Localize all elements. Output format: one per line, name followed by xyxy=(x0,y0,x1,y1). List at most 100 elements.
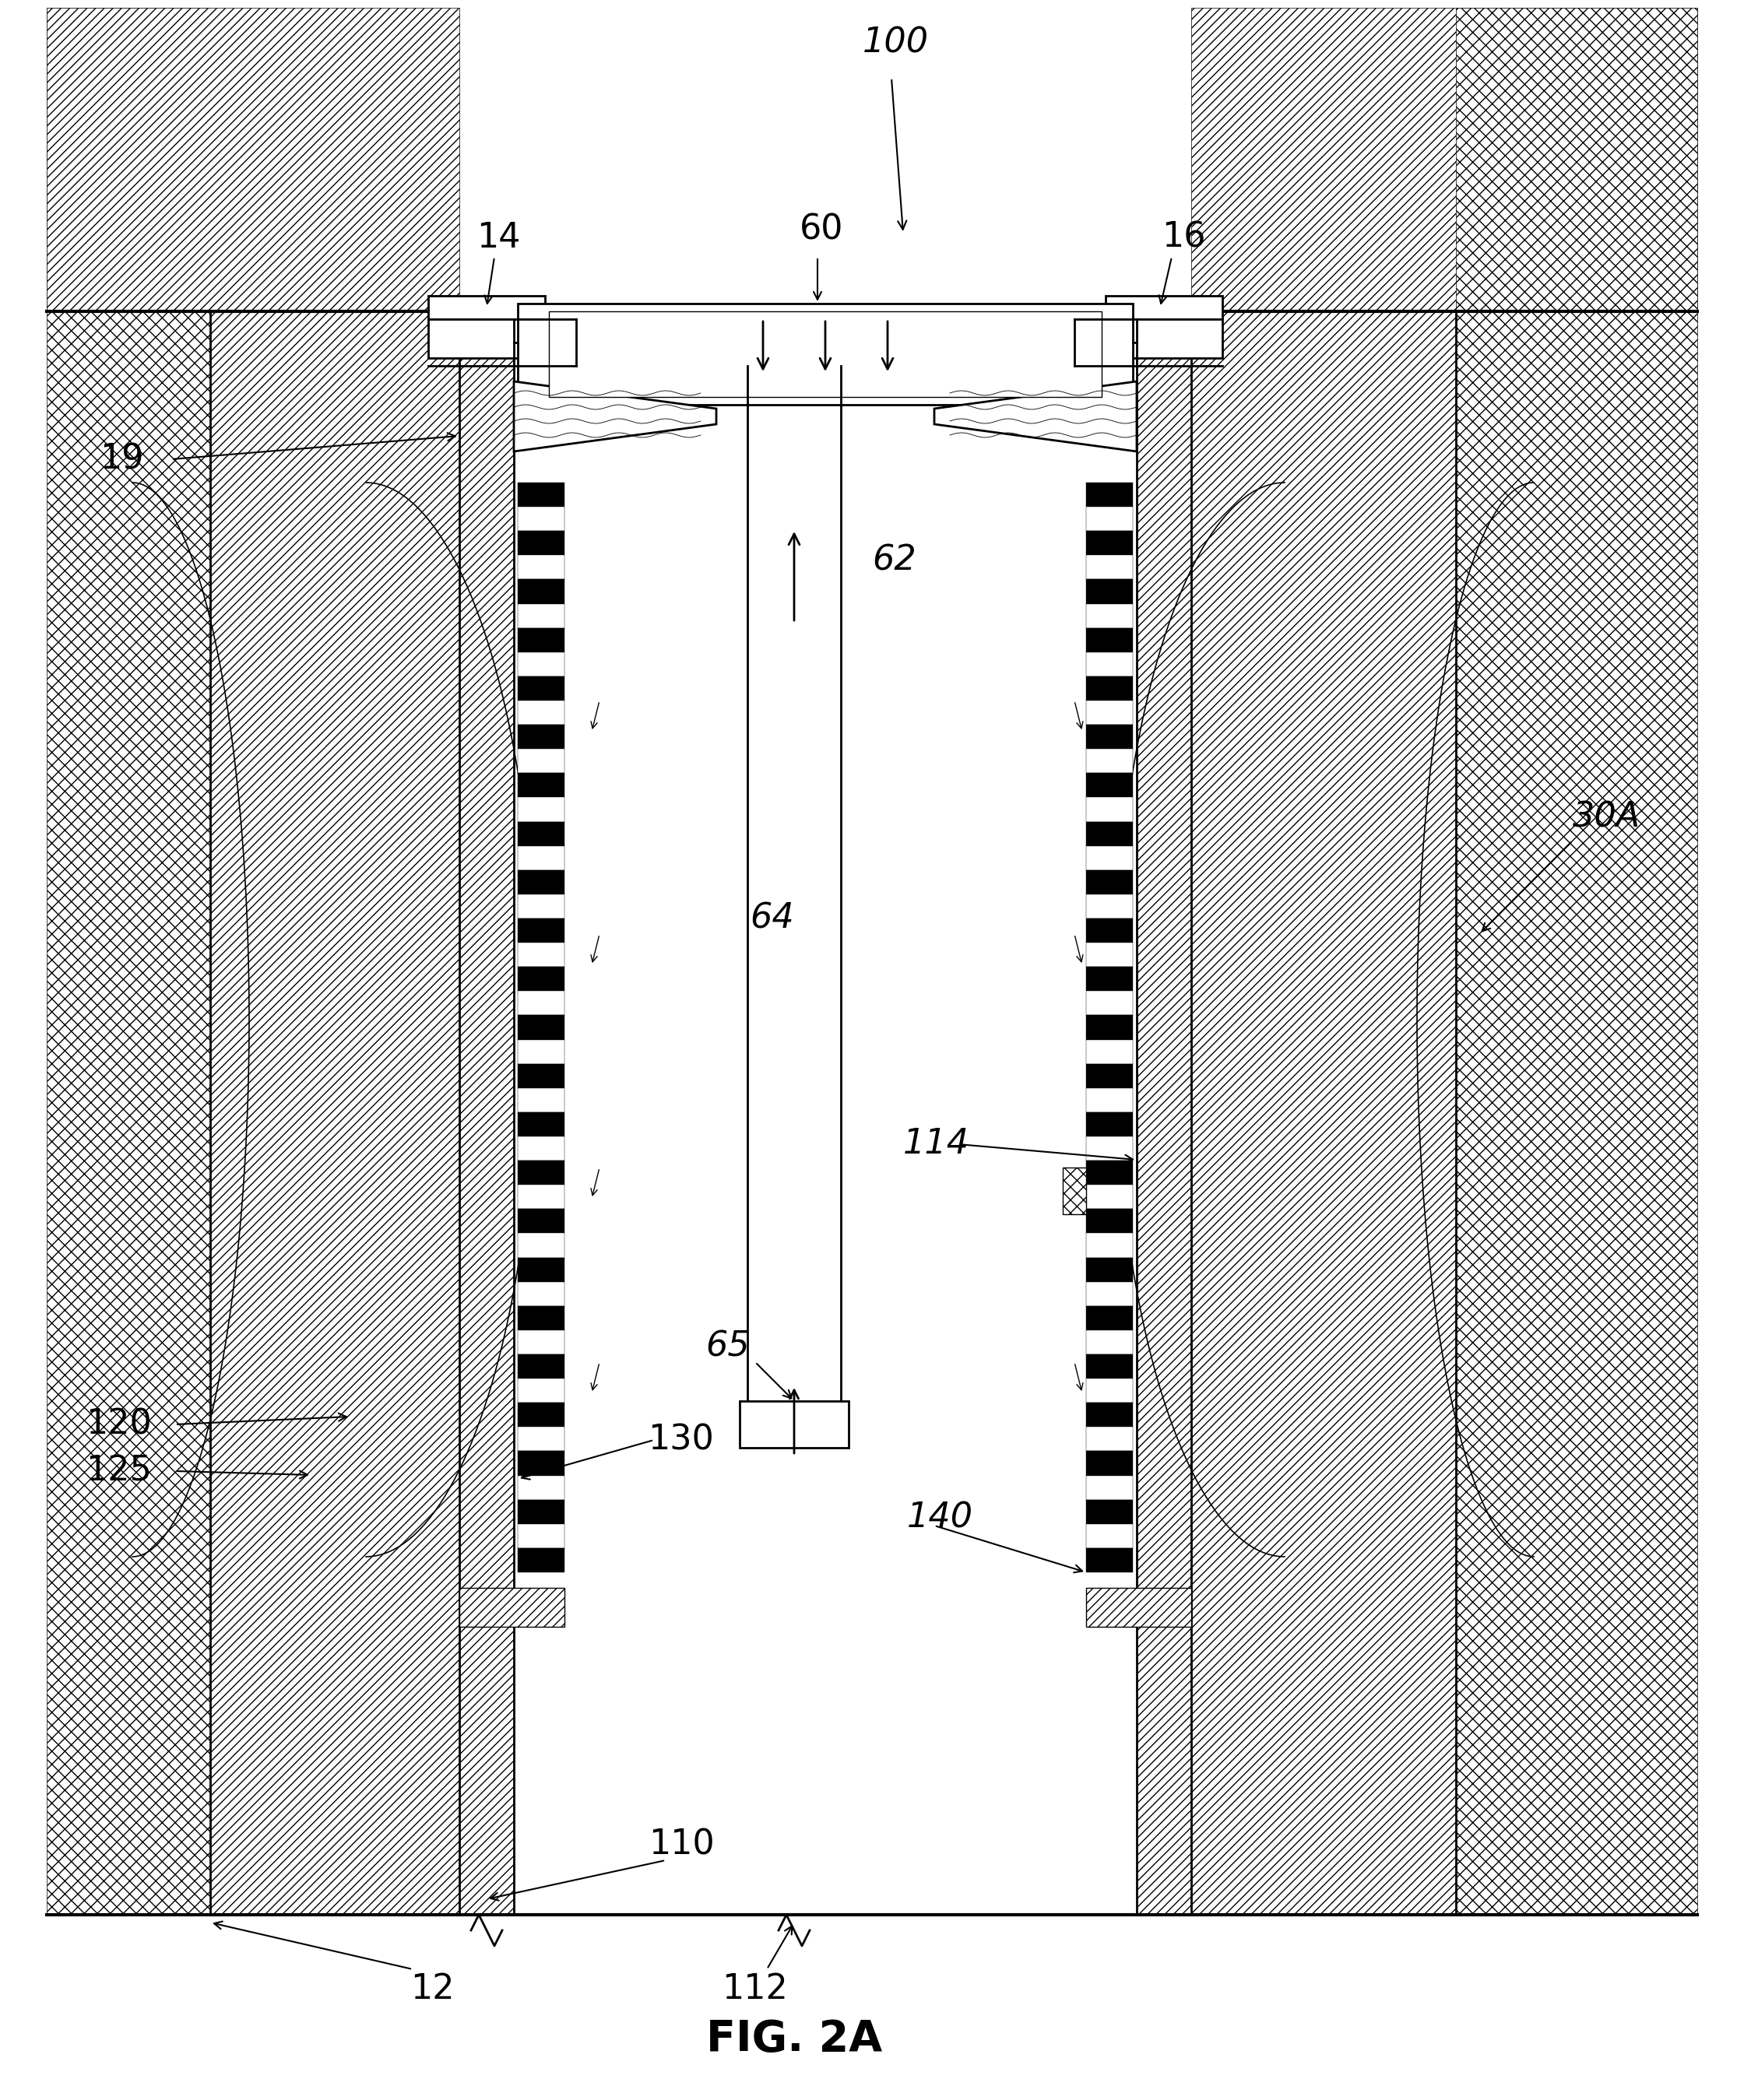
Bar xyxy=(518,1184,564,1210)
Bar xyxy=(1086,1403,1133,1428)
Bar xyxy=(1086,1113,1133,1136)
Bar xyxy=(1086,1428,1133,1451)
Bar xyxy=(518,1428,564,1451)
Bar xyxy=(1191,8,1697,311)
Bar xyxy=(739,1401,849,1447)
Bar xyxy=(518,531,564,554)
Bar xyxy=(518,821,564,846)
Bar xyxy=(1086,1136,1133,1161)
Bar xyxy=(459,311,513,342)
Bar xyxy=(518,966,564,991)
Bar xyxy=(518,483,564,506)
Bar xyxy=(518,991,564,1014)
Bar xyxy=(1086,1065,1133,1088)
Bar xyxy=(1086,603,1133,628)
Bar xyxy=(518,1378,564,1403)
Bar xyxy=(1063,1168,1086,1214)
Bar xyxy=(518,1476,564,1499)
Text: 12: 12 xyxy=(410,1972,454,2006)
Bar xyxy=(518,1525,564,1548)
Bar xyxy=(518,603,564,628)
Bar xyxy=(518,1499,564,1525)
Bar xyxy=(1086,1014,1133,1040)
Bar xyxy=(1086,869,1133,895)
Bar xyxy=(518,1065,564,1088)
Bar xyxy=(210,311,459,1915)
Text: 14: 14 xyxy=(476,220,520,254)
Text: FIG. 2A: FIG. 2A xyxy=(706,2018,883,2060)
Bar xyxy=(1086,676,1133,701)
Bar xyxy=(1086,554,1133,580)
Bar xyxy=(518,701,564,724)
Text: 60: 60 xyxy=(800,212,844,246)
Bar xyxy=(518,653,564,676)
Bar xyxy=(518,1329,564,1354)
Bar xyxy=(518,580,564,603)
Bar xyxy=(1086,1588,1191,1628)
Bar xyxy=(518,1161,564,1184)
Bar xyxy=(1086,1548,1133,1573)
Bar xyxy=(518,1258,564,1281)
Bar xyxy=(518,1281,564,1306)
Bar xyxy=(1086,991,1133,1014)
Bar xyxy=(518,1088,564,1113)
Bar xyxy=(1086,773,1133,798)
Bar xyxy=(518,1403,564,1428)
Bar xyxy=(1086,1378,1133,1403)
Bar xyxy=(1086,1281,1133,1306)
Text: 100: 100 xyxy=(861,25,928,59)
Bar xyxy=(47,311,210,1915)
Text: 110: 110 xyxy=(648,1827,714,1861)
Text: 120: 120 xyxy=(86,1407,152,1441)
Bar xyxy=(518,869,564,895)
Bar xyxy=(1086,653,1133,676)
Bar xyxy=(518,1233,564,1258)
Bar xyxy=(518,1354,564,1378)
Bar xyxy=(459,311,513,1915)
Bar xyxy=(1086,1499,1133,1525)
Bar xyxy=(1086,701,1133,724)
Bar xyxy=(1086,750,1133,773)
Bar xyxy=(1086,1233,1133,1258)
Bar xyxy=(1086,724,1133,750)
Bar xyxy=(1086,1525,1133,1548)
Bar xyxy=(1086,1184,1133,1210)
Bar xyxy=(1086,846,1133,869)
Bar xyxy=(518,628,564,653)
Bar xyxy=(1136,311,1191,1915)
Bar xyxy=(548,311,1101,397)
Bar xyxy=(1086,918,1133,943)
Bar xyxy=(518,798,564,821)
Bar xyxy=(1086,895,1133,918)
Bar xyxy=(1086,966,1133,991)
Text: 19: 19 xyxy=(100,443,144,477)
Bar xyxy=(518,1014,564,1040)
Text: 16: 16 xyxy=(1161,220,1205,254)
Bar xyxy=(1086,1161,1133,1184)
Bar xyxy=(1086,506,1133,531)
Bar xyxy=(518,1136,564,1161)
Bar xyxy=(518,846,564,869)
Bar xyxy=(1086,1088,1133,1113)
Bar xyxy=(518,943,564,966)
Bar xyxy=(518,554,564,580)
Bar xyxy=(1086,943,1133,966)
Bar xyxy=(1086,1258,1133,1281)
Text: 140: 140 xyxy=(907,1501,974,1535)
Bar xyxy=(1086,1210,1133,1233)
Bar xyxy=(518,724,564,750)
Bar xyxy=(1086,1329,1133,1354)
Bar xyxy=(1086,1476,1133,1499)
Bar xyxy=(518,676,564,701)
Text: 130: 130 xyxy=(648,1424,714,1457)
Text: 65: 65 xyxy=(706,1329,749,1363)
Bar xyxy=(518,918,564,943)
Bar xyxy=(518,506,564,531)
Bar xyxy=(1105,296,1222,357)
Bar xyxy=(47,8,210,311)
Text: 112: 112 xyxy=(721,1972,788,2006)
Bar xyxy=(1086,1306,1133,1329)
Polygon shape xyxy=(935,382,1136,452)
Bar xyxy=(1191,311,1455,1915)
Text: 64: 64 xyxy=(749,901,795,934)
